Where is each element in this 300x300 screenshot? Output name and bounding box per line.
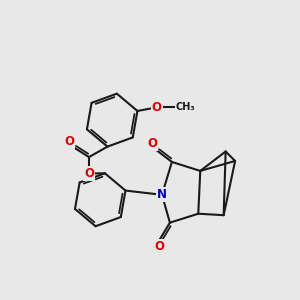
Text: O: O <box>152 101 162 114</box>
Text: CH₃: CH₃ <box>176 102 195 112</box>
Text: O: O <box>148 137 158 150</box>
Text: O: O <box>64 135 74 148</box>
Text: N: N <box>157 188 167 201</box>
Text: O: O <box>154 240 164 253</box>
Text: O: O <box>84 167 94 180</box>
